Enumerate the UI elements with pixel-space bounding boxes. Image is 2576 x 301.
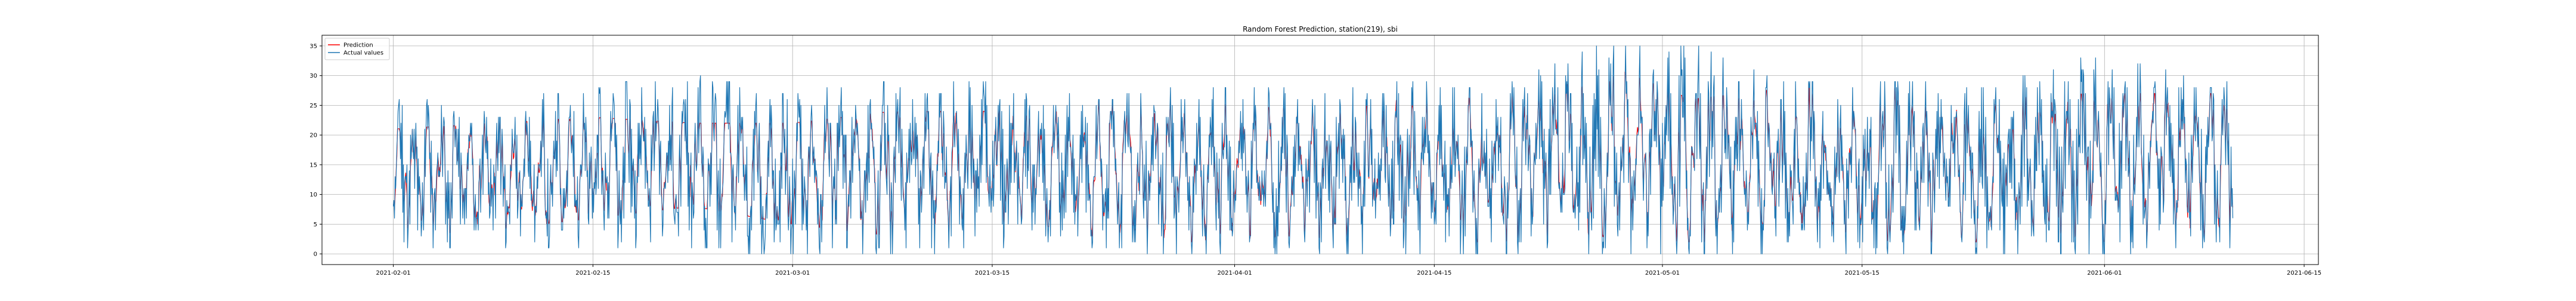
y-tick-label: 35: [309, 43, 317, 50]
y-tick-label: 20: [309, 133, 317, 139]
x-tick-label: 2021-02-01: [376, 270, 411, 277]
x-tick-label: 2021-03-15: [975, 270, 1010, 277]
y-tick-label: 0: [314, 251, 317, 258]
x-tick-label: 2021-04-15: [1417, 270, 1451, 277]
legend-label: Actual values: [343, 50, 383, 57]
x-tick-label: 2021-05-01: [1645, 270, 1680, 277]
y-tick-label: 10: [309, 192, 317, 198]
chart-title: Random Forest Prediction, station(219), …: [1243, 25, 1398, 33]
legend-box: [324, 38, 390, 60]
series-layer: [392, 45, 2234, 254]
y-tick-label: 15: [309, 162, 317, 168]
x-tick-label: 2021-06-01: [2087, 270, 2122, 277]
x-tick-label: 2021-02-15: [575, 270, 610, 277]
x-tick-label: 2021-04-01: [1217, 270, 1252, 277]
grid-layer: [322, 35, 2318, 265]
tick-layer: 2021-02-01 2021-02-15 2021-03-01 2021-03-15…: [309, 43, 2321, 277]
legend-label: Prediction: [343, 42, 373, 49]
x-tick-label: 2021-06-15: [2287, 270, 2321, 277]
plot-frame: [321, 35, 2319, 265]
y-tick-label: 25: [309, 103, 317, 109]
y-tick-label: 5: [314, 222, 317, 228]
x-tick-label: 2021-03-01: [775, 270, 810, 277]
x-tick-label: 2021-05-15: [1845, 270, 1880, 277]
series-line-actual-values: [392, 45, 2234, 254]
y-tick-label: 30: [309, 73, 317, 79]
